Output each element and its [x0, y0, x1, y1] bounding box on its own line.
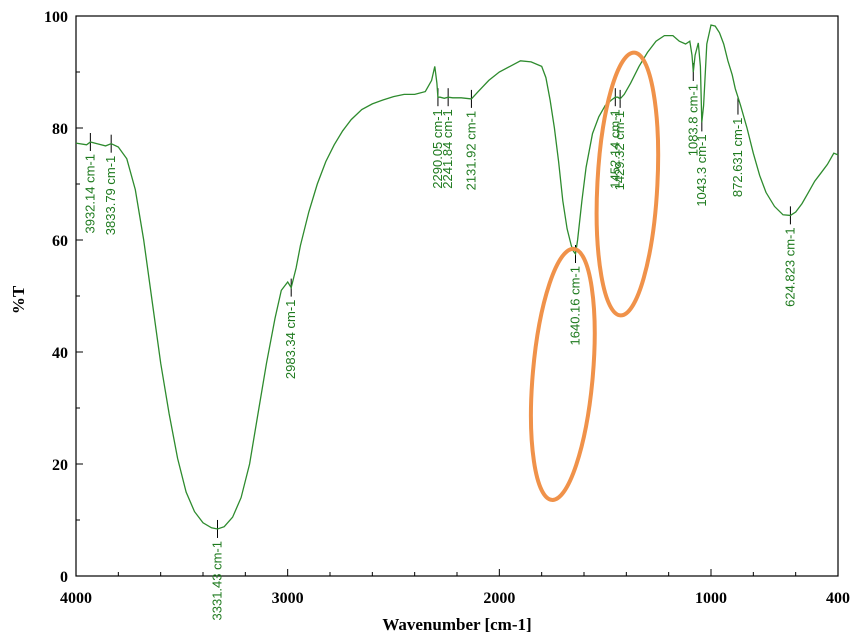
y-tick-label: 0	[60, 569, 68, 586]
highlight-ellipse	[594, 50, 661, 318]
highlight-ellipse	[528, 246, 597, 502]
peak-label: 1452.14 cm-1	[607, 109, 622, 189]
peak-label: 2241.84 cm-1	[440, 109, 455, 189]
peak-label: 872.631 cm-1	[730, 118, 745, 198]
x-tick-label: 400	[826, 590, 850, 607]
x-tick-label: 3000	[272, 590, 304, 607]
x-tick-label: 4000	[60, 590, 92, 607]
plot-area-frame	[75, 15, 839, 577]
peak-label: 2290.05 cm-1	[430, 109, 445, 189]
peak-label: 3833.79 cm-1	[103, 156, 118, 236]
x-tick-label: 1000	[695, 590, 727, 607]
y-tick-label: 60	[52, 233, 68, 250]
peak-label: 1640.16 cm-1	[568, 266, 583, 346]
peak-label: 3932.14 cm-1	[82, 154, 97, 234]
x-tick-label: 2000	[483, 590, 515, 607]
peak-label: 3331.43 cm-1	[209, 541, 224, 621]
peak-label: 1043.3 cm-1	[694, 134, 709, 206]
peak-labels: 3932.14 cm-1 3833.79 cm-1 3331.43 cm-1 2983…	[82, 84, 797, 621]
peak-label: 624.823 cm-1	[782, 227, 797, 307]
x-axis-title: Wavenumber [cm-1]	[382, 615, 531, 634]
peak-label: 2983.34 cm-1	[283, 300, 298, 380]
y-tick-label: 80	[52, 121, 68, 138]
peak-label: 1429.32 cm-1	[612, 111, 627, 190]
y-tick-label: 40	[52, 345, 68, 362]
y-axis-title: %T	[9, 285, 28, 314]
y-tick-label: 100	[44, 9, 68, 26]
highlight-ellipses	[528, 50, 661, 502]
peak-label: 1083.8 cm-1	[685, 84, 700, 156]
spectrum-line	[75, 24, 839, 530]
peak-label: 2131.92 cm-1	[463, 111, 478, 190]
y-tick-label: 20	[52, 457, 68, 474]
